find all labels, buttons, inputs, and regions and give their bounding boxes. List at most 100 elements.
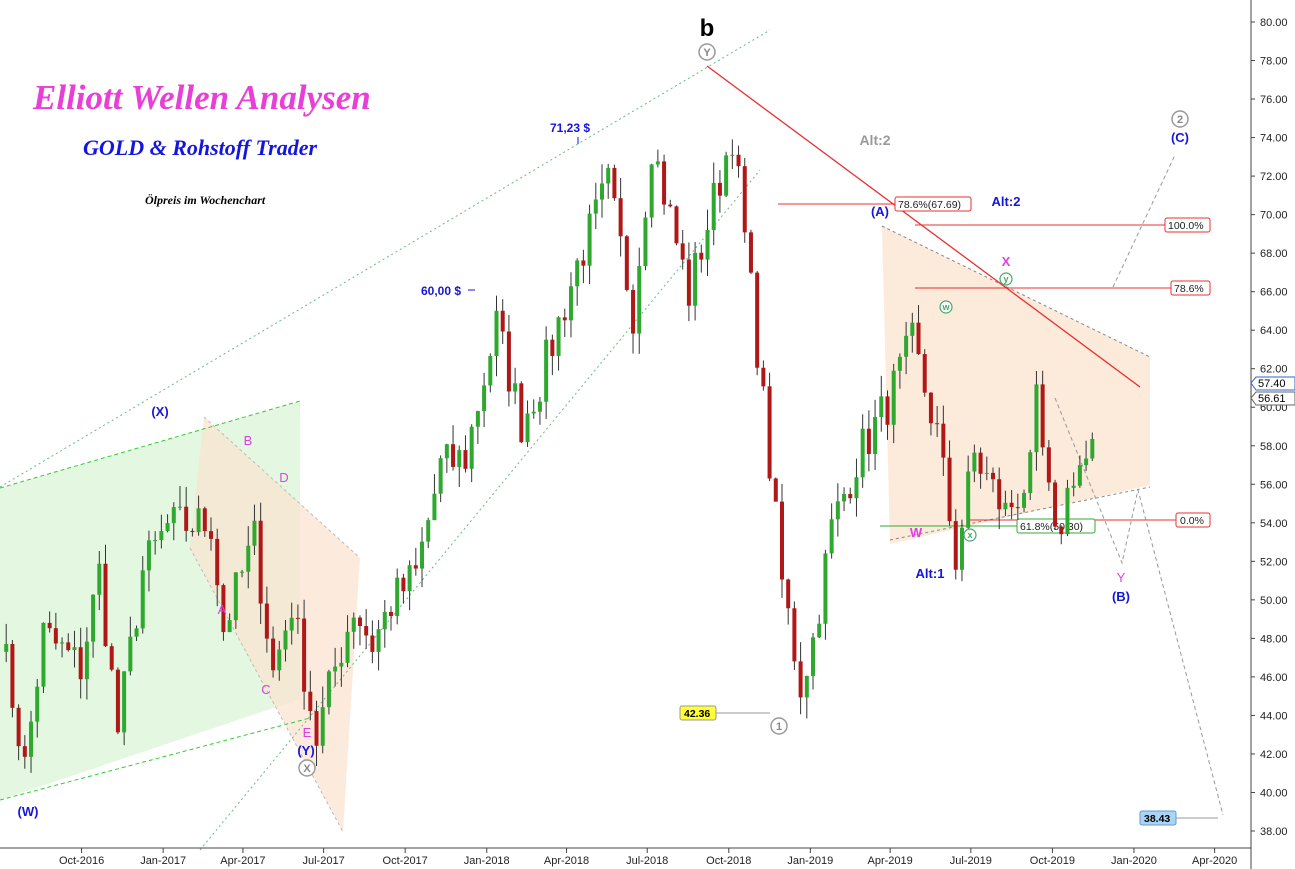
candle <box>109 643 114 672</box>
candle <box>786 578 791 625</box>
candle <box>1028 449 1033 501</box>
brand-title: Elliott Wellen Analysen <box>33 78 371 117</box>
candle <box>631 284 636 354</box>
candle <box>668 199 673 208</box>
candle <box>432 474 437 521</box>
label-60: 60,00 $ <box>421 284 461 298</box>
candle <box>339 647 344 687</box>
candle <box>1065 479 1070 537</box>
label-Y-blue: (Y) <box>297 743 314 758</box>
candle <box>848 487 853 504</box>
candle <box>922 349 927 397</box>
time-axis: Oct-2016 Jan-2017 Apr-2017 Jul-2017 Oct-2017… <box>0 847 1251 867</box>
candle <box>1046 439 1051 491</box>
low-marker-text: 42.36 <box>684 708 710 720</box>
label-C-blue: (C) <box>1171 130 1189 145</box>
candle <box>302 599 307 710</box>
x-tick-label: Apr-2019 <box>868 855 913 867</box>
candle <box>811 632 816 690</box>
candle <box>680 230 685 270</box>
fib-label-786 <box>1170 280 1211 296</box>
green-channel-top <box>0 400 301 489</box>
candle <box>202 506 207 537</box>
candle <box>227 613 232 633</box>
brand-subtitle: GOLD & Rohstoff Trader <box>83 135 318 160</box>
candle <box>550 334 555 376</box>
candle <box>531 399 536 419</box>
y-tick-label: 66.00 <box>1260 287 1288 299</box>
y-tick-label: 40.00 <box>1260 787 1288 799</box>
candle <box>767 372 772 482</box>
target-marker <box>1139 810 1177 826</box>
candle <box>637 247 642 354</box>
label-E: E <box>303 725 312 740</box>
candle <box>693 241 698 321</box>
y-tick-label: 44.00 <box>1260 710 1288 722</box>
price-markers: 42.36 38.43 <box>679 705 1218 826</box>
candle <box>320 686 325 754</box>
candle <box>401 573 406 604</box>
circ-X: X <box>303 763 311 775</box>
candle <box>562 308 567 338</box>
fib-text-618: 61.8%(50.30) <box>1020 521 1083 533</box>
candle <box>277 640 282 681</box>
candle <box>215 528 220 607</box>
lower-trend-channel <box>199 169 761 851</box>
fib-text-786: 78.6% <box>1174 283 1204 295</box>
candle <box>742 157 747 243</box>
candle <box>773 477 778 502</box>
y-tick-label: 78.00 <box>1260 56 1288 68</box>
candle <box>600 164 605 218</box>
candle <box>711 162 716 246</box>
label-X: X <box>1002 254 1011 269</box>
candle <box>66 633 71 652</box>
candle <box>1059 525 1064 545</box>
circ-1: 1 <box>776 721 782 733</box>
candle <box>935 406 940 437</box>
candle <box>376 619 381 671</box>
circled-labels: X Y 1 2 w x y <box>298 43 1189 777</box>
circ-2: 2 <box>1177 114 1183 126</box>
candle <box>823 549 828 640</box>
candle <box>941 405 946 476</box>
candle <box>469 424 474 483</box>
triangle-upper-line <box>881 225 1151 358</box>
candle <box>556 316 561 371</box>
candle <box>333 647 338 687</box>
candle <box>649 163 654 228</box>
candle <box>60 637 65 658</box>
candle <box>1084 440 1089 471</box>
candle <box>457 445 462 487</box>
candle <box>972 444 977 483</box>
label-alt2-blue: Alt:2 <box>992 194 1021 209</box>
label-B: B <box>244 433 253 448</box>
y-tick-label: 62.00 <box>1260 364 1288 376</box>
candle <box>413 547 418 576</box>
candle <box>873 399 878 471</box>
fib-label-100 <box>1164 217 1211 233</box>
candle <box>364 609 369 649</box>
label-C: C <box>261 682 270 697</box>
candle <box>140 556 145 634</box>
candle <box>910 312 915 353</box>
candle <box>53 612 58 650</box>
candle <box>35 679 40 738</box>
candle <box>407 560 412 611</box>
candle <box>755 270 760 376</box>
x-tick-label: Jan-2018 <box>464 855 510 867</box>
last-price-tag-1 <box>1250 376 1295 391</box>
candlestick-series <box>4 139 1095 773</box>
y-tick-label: 74.00 <box>1260 133 1288 145</box>
candle <box>91 594 96 658</box>
x-tick-label: Oct-2019 <box>1030 855 1075 867</box>
abcde-upper-line <box>203 416 361 559</box>
y-tick-label: 70.00 <box>1260 210 1288 222</box>
candle <box>1090 432 1095 462</box>
last-price-tag-2 <box>1250 391 1295 406</box>
candle <box>221 583 226 641</box>
x-tick-label: Apr-2020 <box>1192 855 1237 867</box>
candle <box>451 425 456 471</box>
candle <box>1022 489 1027 513</box>
candle <box>1003 490 1008 516</box>
candle <box>370 620 375 664</box>
